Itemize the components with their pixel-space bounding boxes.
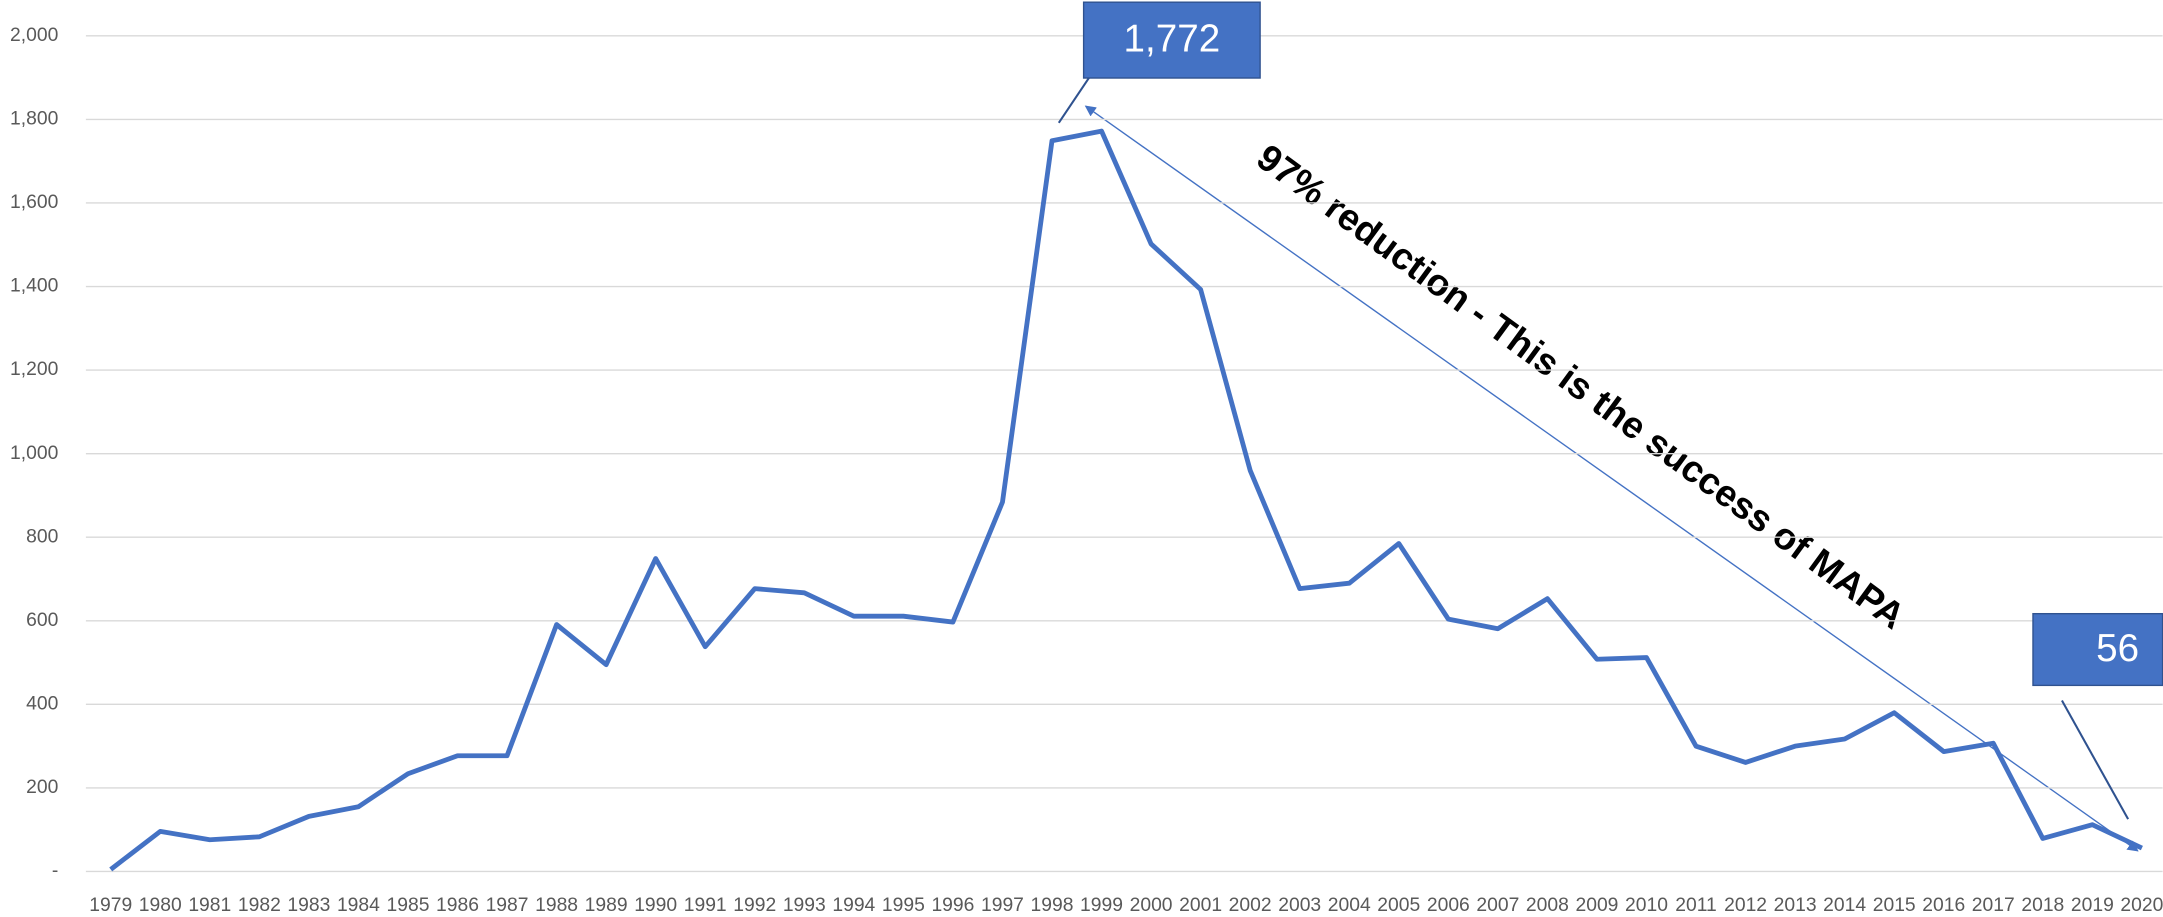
x-tick-label: 1986: [436, 895, 479, 916]
x-tick-label: 2001: [1179, 895, 1222, 916]
x-tick-label: 2014: [1823, 895, 1866, 916]
x-tick-label: 2007: [1476, 895, 1519, 916]
series-line: [109, 128, 2143, 872]
y-tick-label: 1,600: [10, 192, 58, 213]
x-tick-label: 2016: [1922, 895, 1965, 916]
x-tick-label: 1983: [287, 895, 330, 916]
x-tick-label: 2018: [2021, 895, 2064, 916]
x-tick-label: 1990: [634, 895, 677, 916]
y-tick-label: 200: [26, 777, 58, 798]
x-tick-label: 2000: [1130, 895, 1173, 916]
callout-box: [2032, 612, 2163, 687]
x-tick-label: 2008: [1526, 895, 1569, 916]
x-tick-label: 1999: [1080, 895, 1123, 916]
y-tick-label: 1,000: [10, 443, 58, 464]
x-tick-label: 2010: [1625, 895, 1668, 916]
data-label: 56: [2096, 627, 2139, 670]
x-tick-label: 2004: [1328, 895, 1371, 916]
y-tick-label: 1,400: [10, 276, 58, 297]
y-tick-label: 1,800: [10, 109, 58, 130]
callout-box: [1082, 1, 1261, 79]
x-tick-label: 1996: [931, 895, 974, 916]
reduction-arrow: [1084, 105, 2139, 852]
x-tick-label: 1992: [733, 895, 776, 916]
x-tick-label: 1982: [238, 895, 281, 916]
x-tick-label: 1995: [882, 895, 925, 916]
y-tick-label: -: [52, 861, 58, 882]
x-tick-label: 1987: [486, 895, 529, 916]
x-tick-label: 2017: [1972, 895, 2015, 916]
y-tick-label: 600: [26, 610, 58, 631]
y-tick-label: 2,000: [10, 25, 58, 46]
annotation: 97% reduction - This is the success of M…: [1249, 136, 1912, 637]
x-tick-label: 2013: [1774, 895, 1817, 916]
y-tick-label: 1,200: [10, 359, 58, 380]
x-tick-label: 2003: [1278, 895, 1321, 916]
x-tick-label: 2002: [1229, 895, 1272, 916]
x-tick-label: 2011: [1675, 895, 1717, 916]
x-tick-label: 2005: [1377, 895, 1420, 916]
y-tick-label: 800: [26, 526, 58, 547]
x-tick-label: 2006: [1427, 895, 1470, 916]
x-tick-label: 2020: [2120, 895, 2163, 916]
x-tick-label: 2012: [1724, 895, 1767, 916]
x-tick-label: 1989: [585, 895, 628, 916]
x-tick-label: 2015: [1873, 895, 1916, 916]
callout-leader: [2061, 700, 2130, 820]
x-tick-label: 2019: [2071, 895, 2114, 916]
x-tick-label: 1979: [89, 895, 132, 916]
x-tick-label: 1981: [188, 895, 231, 916]
x-tick-label: 1994: [832, 895, 875, 916]
x-tick-label: 1980: [139, 895, 182, 916]
data-label: 1,772: [1124, 18, 1221, 61]
x-tick-label: 1991: [684, 895, 727, 916]
x-tick-label: 1985: [386, 895, 429, 916]
x-tick-label: 1993: [783, 895, 826, 916]
x-tick-label: 1998: [1031, 895, 1074, 916]
x-tick-label: 1984: [337, 895, 380, 916]
x-tick-label: 1988: [535, 895, 578, 916]
x-tick-label: 2009: [1575, 895, 1618, 916]
x-tick-label: 1997: [981, 895, 1024, 916]
y-tick-label: 400: [26, 693, 58, 714]
